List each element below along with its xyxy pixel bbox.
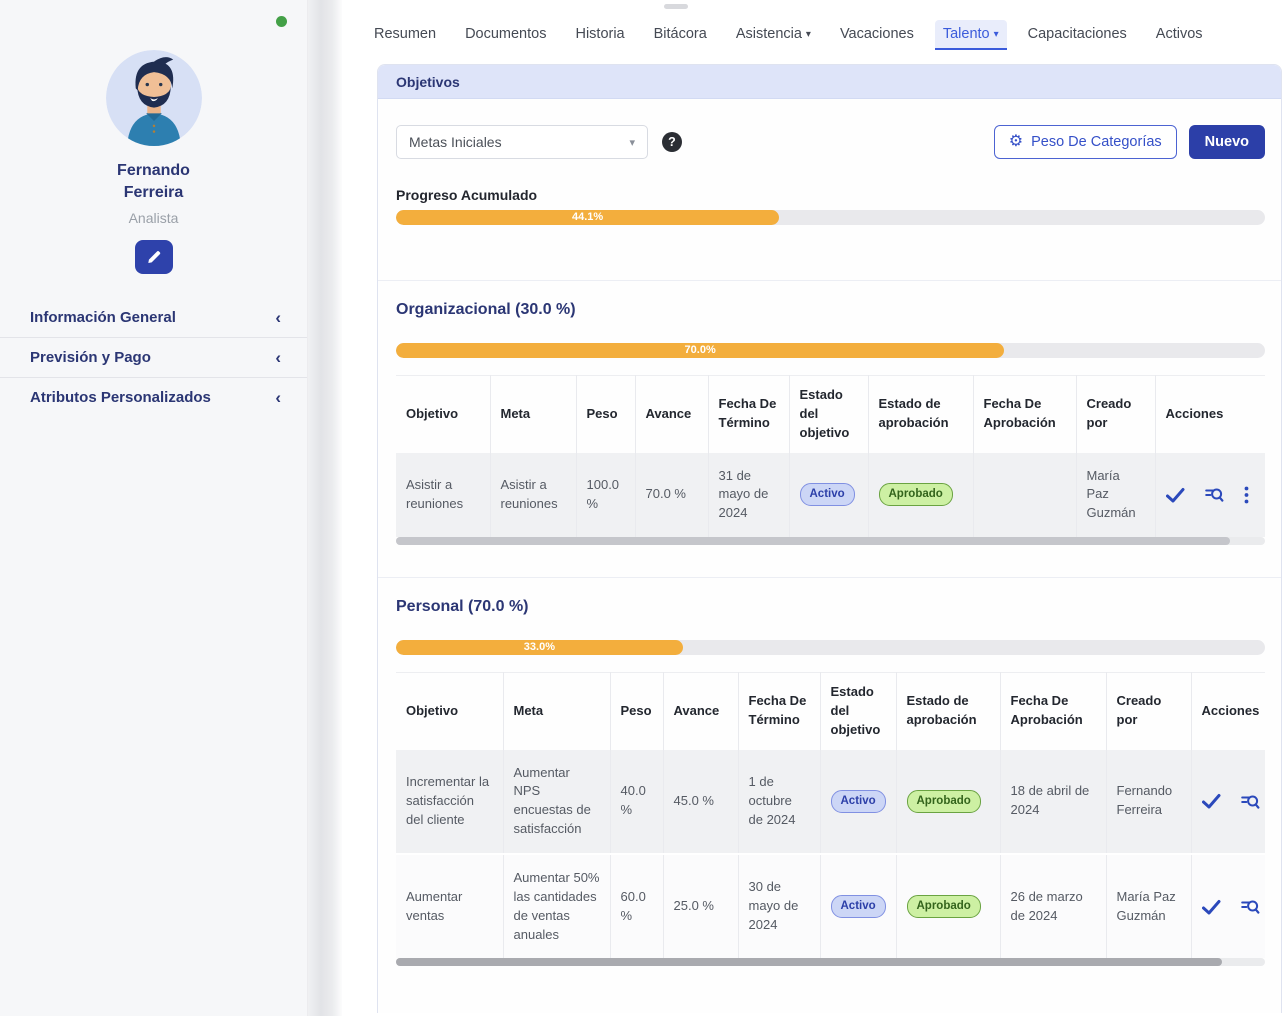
horizontal-scrollbar[interactable] [396, 537, 1265, 546]
profile-tabs: Resumen Documentos Historia Bitácora Asi… [342, 0, 1282, 50]
table-header-row: Objetivo Meta Peso Avance Fecha De Térmi… [396, 375, 1265, 453]
approval-badge: Aprobado [906, 895, 981, 918]
col-avance: Avance [634, 375, 708, 453]
table-header-row: Objetivo Meta Peso Avance Fecha De Térmi… [396, 672, 1265, 750]
tab-bitacora[interactable]: Bitácora [653, 26, 707, 42]
panel-title: Objetivos [378, 65, 1281, 99]
col-estado-aprobacion: Estado de aprobación [895, 672, 1000, 750]
avatar [105, 50, 202, 146]
online-status-dot [276, 16, 287, 27]
chevron-left-icon: ‹ [275, 307, 281, 327]
tab-capacitaciones[interactable]: Capacitaciones [1027, 26, 1127, 42]
tab-resumen[interactable]: Resumen [374, 26, 437, 42]
view-details-icon[interactable] [1240, 898, 1260, 915]
col-fecha-aprobacion: Fecha De Aprobación [999, 672, 1106, 750]
category-progress-fill: 70.0% [396, 343, 1005, 358]
objetivos-panel: Objetivos Metas Iniciales ▾ ? ⚙ Peso De … [377, 64, 1282, 1013]
avatar-illustration [105, 50, 202, 146]
col-acciones: Acciones [1154, 375, 1265, 453]
chevron-down-icon: ▾ [805, 29, 811, 40]
employee-name: Fernando Ferreira [117, 162, 190, 201]
section-personal: Personal (70.0 %) 33.0% Objetivo Me [396, 598, 1265, 967]
view-details-icon[interactable] [1240, 793, 1260, 810]
status-badge: Activo [799, 483, 855, 507]
col-avance: Avance [662, 672, 738, 750]
tab-talento[interactable]: Talento ▾ [934, 20, 1007, 50]
scrollbar-thumb[interactable] [396, 958, 1222, 967]
main-content: Resumen Documentos Historia Bitácora Asi… [342, 0, 1282, 1016]
horizontal-scrollbar[interactable] [396, 958, 1265, 967]
chevron-left-icon: ‹ [275, 387, 281, 407]
scrollbar-thumb-top[interactable] [664, 4, 688, 9]
scrollbar-thumb[interactable] [396, 537, 1231, 546]
tab-documentos[interactable]: Documentos [465, 26, 547, 42]
employee-sidebar: Fernando Ferreira Analista Información G… [0, 0, 308, 1016]
col-fecha-termino: Fecha De Término [707, 375, 789, 453]
approval-badge: Aprobado [878, 483, 953, 507]
status-badge: Activo [830, 895, 886, 918]
col-fecha-aprobacion: Fecha De Aprobación [972, 375, 1076, 453]
col-creado-por: Creado por [1075, 375, 1155, 453]
new-objective-button[interactable]: Nuevo [1188, 125, 1265, 159]
category-progress-bar: 33.0% [396, 640, 1265, 656]
employee-role: Analista [128, 210, 179, 226]
sidebar-menu: Información General ‹ Previsión y Pago ‹… [0, 298, 307, 417]
section-divider [378, 280, 1281, 281]
objectives-table-wrap: Objetivo Meta Peso Avance Fecha De Térmi… [396, 375, 1265, 546]
chevron-down-icon: ▾ [993, 29, 999, 40]
col-estado-objetivo: Estado del objetivo [819, 672, 896, 750]
col-fecha-termino: Fecha De Término [737, 672, 820, 750]
pencil-icon [147, 251, 160, 264]
sidebar-gutter [308, 0, 342, 1016]
kebab-menu-icon[interactable] [1244, 486, 1249, 504]
status-badge: Activo [830, 789, 886, 813]
objectives-table: Objetivo Meta Peso Avance Fecha De Térmi… [396, 375, 1265, 538]
category-progress-fill: 33.0% [396, 640, 683, 656]
tab-historia[interactable]: Historia [575, 26, 625, 42]
help-icon[interactable]: ? [662, 132, 682, 152]
col-peso: Peso [575, 375, 635, 453]
overall-progress-bar: 44.1% [396, 210, 1265, 225]
col-objetivo: Objetivo [396, 375, 490, 453]
tab-asistencia[interactable]: Asistencia ▾ [735, 26, 811, 42]
col-meta: Meta [489, 375, 576, 453]
col-estado-objetivo: Estado del objetivo [788, 375, 868, 453]
edit-profile-button[interactable] [134, 240, 173, 274]
col-peso: Peso [609, 672, 663, 750]
objectives-table: Objetivo Meta Peso Avance Fecha De Térmi… [396, 672, 1265, 959]
chevron-down-icon: ▾ [629, 136, 635, 149]
section-organizacional: Organizacional (30.0 %) 70.0% Objetivo [396, 301, 1265, 546]
col-creado-por: Creado por [1105, 672, 1191, 750]
approval-badge: Aprobado [906, 789, 981, 813]
objectives-table-wrap: Objetivo Meta Peso Avance Fecha De Térmi… [396, 672, 1265, 967]
category-progress-bar: 70.0% [396, 343, 1265, 358]
sidebar-item-prevision-y-pago[interactable]: Previsión y Pago ‹ [0, 337, 307, 377]
section-heading: Personal (70.0 %) [396, 598, 529, 616]
col-acciones: Acciones [1190, 672, 1265, 750]
col-estado-aprobacion: Estado de aprobación [867, 375, 973, 453]
overall-progress-fill: 44.1% [396, 210, 780, 225]
view-details-icon[interactable] [1204, 486, 1224, 503]
tab-activos[interactable]: Activos [1155, 26, 1203, 42]
sidebar-item-atributos-personalizados[interactable]: Atributos Personalizados ‹ [0, 377, 307, 417]
table-row: Asistir a reuniones Asistir a reuniones … [396, 452, 1265, 538]
goal-period-select[interactable]: Metas Iniciales ▾ [396, 125, 648, 159]
gear-icon: ⚙ [1008, 133, 1024, 150]
overall-progress-label: Progreso Acumulado [396, 187, 538, 203]
approve-check-icon[interactable] [1201, 899, 1221, 915]
table-row: Incrementar la satisfacción del cliente … [396, 749, 1265, 854]
sidebar-item-informacion-general[interactable]: Información General ‹ [30, 307, 281, 327]
category-weights-button[interactable]: ⚙ Peso De Categorías [993, 125, 1177, 159]
section-heading: Organizacional (30.0 %) [396, 301, 576, 318]
approve-check-icon[interactable] [1165, 487, 1185, 503]
approve-check-icon[interactable] [1201, 793, 1221, 809]
table-row: Aumentar ventas Aumentar 50% las cantida… [396, 853, 1265, 959]
chevron-left-icon: ‹ [275, 347, 281, 367]
col-meta: Meta [502, 672, 610, 750]
col-objetivo: Objetivo [396, 672, 503, 750]
section-divider [378, 577, 1281, 579]
tab-vacaciones[interactable]: Vacaciones [839, 26, 914, 42]
